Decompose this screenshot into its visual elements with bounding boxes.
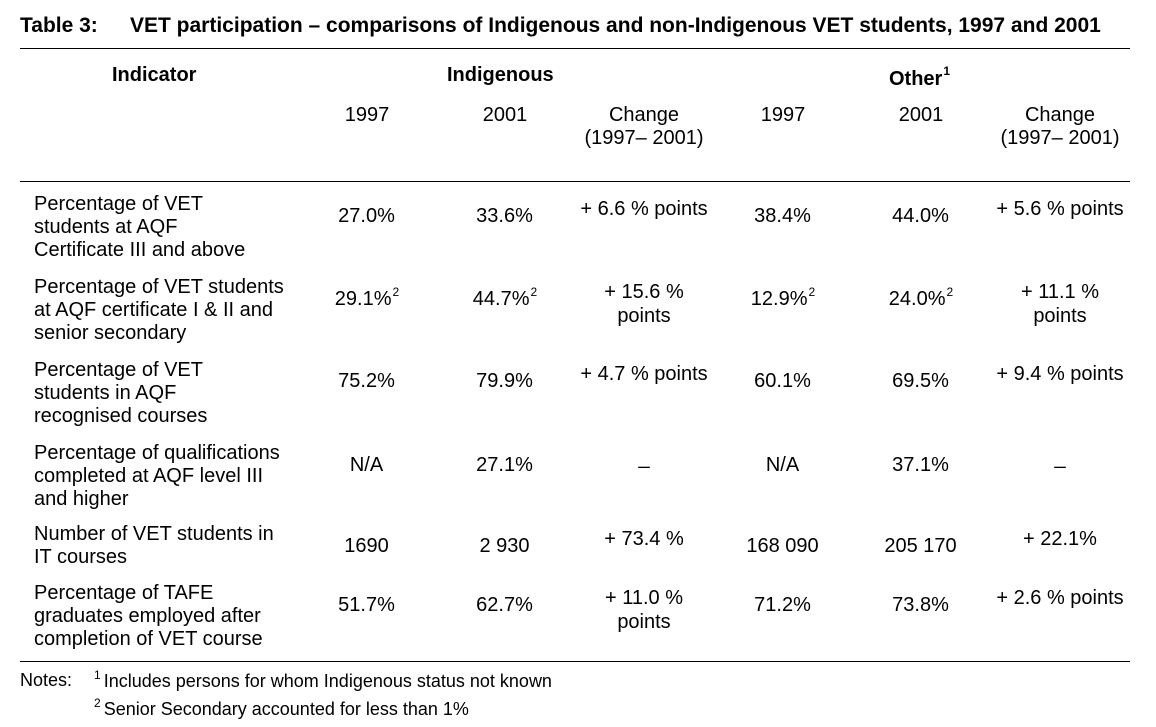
row-indicator: Percentage of VET students in AQF recogn… <box>34 359 208 427</box>
cell-ind-1997: 1690 <box>344 535 389 557</box>
cell-oth-2001: 205 170 <box>884 535 957 557</box>
cell-ind-change: + 15.6 % points <box>604 281 684 327</box>
cell-ind-change: + 73.4 % <box>604 528 684 550</box>
cell-oth-1997: 12.9%2 <box>750 285 816 310</box>
cell-oth-2001: 73.8% <box>892 594 949 616</box>
cell-ind-2001: 79.9% <box>476 370 533 392</box>
notes-label: Notes: <box>20 670 73 690</box>
cell-oth-change: + 2.6 % points <box>996 587 1124 609</box>
cell-oth-change: + 9.4 % points <box>996 363 1124 385</box>
cell-ind-change: _ <box>638 447 650 469</box>
cell-ind-change: + 6.6 % points <box>580 198 708 220</box>
header-other-label: Other <box>889 68 943 90</box>
row-indicator: Percentage of TAFE graduates employed af… <box>34 582 263 650</box>
cell-oth-change: + 22.1% <box>1023 528 1097 550</box>
header-other: Other1 <box>889 64 950 91</box>
footnote-1-text: Includes persons for whom Indigenous sta… <box>103 671 552 691</box>
subheader-ind-1997: 1997 <box>344 104 390 126</box>
footnote-1: 1 Includes persons for whom Indigenous st… <box>94 668 552 692</box>
header-rule <box>20 181 1130 182</box>
row-indicator: Number of VET students in IT courses <box>34 523 274 568</box>
bottom-rule <box>20 661 1130 662</box>
top-rule <box>20 48 1130 49</box>
table-number: Table 3: <box>20 14 98 37</box>
subheader-ind-change: Change (1997– 2001) <box>584 104 704 149</box>
subheader-oth-change: Change (1997– 2001) <box>1000 104 1120 149</box>
cell-ind-1997: 75.2% <box>338 370 395 392</box>
cell-ind-2001: 27.1% <box>476 454 533 476</box>
subheader-ind-2001: 2001 <box>482 104 528 126</box>
cell-oth-1997: 71.2% <box>754 594 811 616</box>
cell-oth-2001: 69.5% <box>892 370 949 392</box>
subheader-oth-1997: 1997 <box>760 104 806 126</box>
cell-oth-1997: 168 090 <box>746 535 819 557</box>
cell-oth-2001: 37.1% <box>892 454 949 476</box>
subheader-oth-2001: 2001 <box>898 104 944 126</box>
row-indicator: Percentage of qualifications completed a… <box>34 442 280 510</box>
cell-oth-change: + 11.1 % points <box>1020 281 1100 327</box>
cell-oth-2001: 44.0% <box>892 205 949 227</box>
row-indicator: Percentage of VET students at AQF certif… <box>34 276 284 344</box>
cell-ind-change: + 11.0 % points <box>604 587 684 633</box>
footnote-1-mark: 1 <box>94 668 101 682</box>
header-indicator: Indicator <box>112 64 197 86</box>
cell-ind-1997: N/A <box>349 454 384 476</box>
cell-ind-1997: 27.0% <box>338 205 395 227</box>
header-other-footnote-mark: 1 <box>943 64 951 78</box>
footnote-2: 2 Senior Secondary accounted for less tha… <box>94 696 469 720</box>
cell-oth-1997: 60.1% <box>754 370 811 392</box>
cell-oth-change: + 5.6 % points <box>996 198 1124 220</box>
cell-ind-2001: 33.6% <box>476 205 533 227</box>
header-indigenous: Indigenous <box>447 64 554 86</box>
cell-ind-2001: 62.7% <box>476 594 533 616</box>
table-title-text: VET participation – comparisons of Indig… <box>130 14 1101 37</box>
cell-oth-2001: 24.0%2 <box>888 285 954 310</box>
cell-ind-1997: 51.7% <box>338 594 395 616</box>
cell-ind-1997: 29.1%2 <box>334 285 400 310</box>
footnote-2-text: Senior Secondary accounted for less than… <box>103 699 469 719</box>
cell-oth-1997: 38.4% <box>754 205 811 227</box>
cell-oth-change: _ <box>1054 447 1066 469</box>
cell-ind-change: + 4.7 % points <box>580 363 708 385</box>
row-indicator: Percentage of VET students at AQF Certif… <box>34 193 246 261</box>
table-title: Table 3: VET participation – comparisons … <box>20 14 1101 38</box>
footnote-2-mark: 2 <box>94 696 101 710</box>
cell-ind-2001: 44.7%2 <box>472 285 538 310</box>
cell-ind-2001: 2 930 <box>479 535 530 557</box>
cell-oth-1997: N/A <box>765 454 800 476</box>
